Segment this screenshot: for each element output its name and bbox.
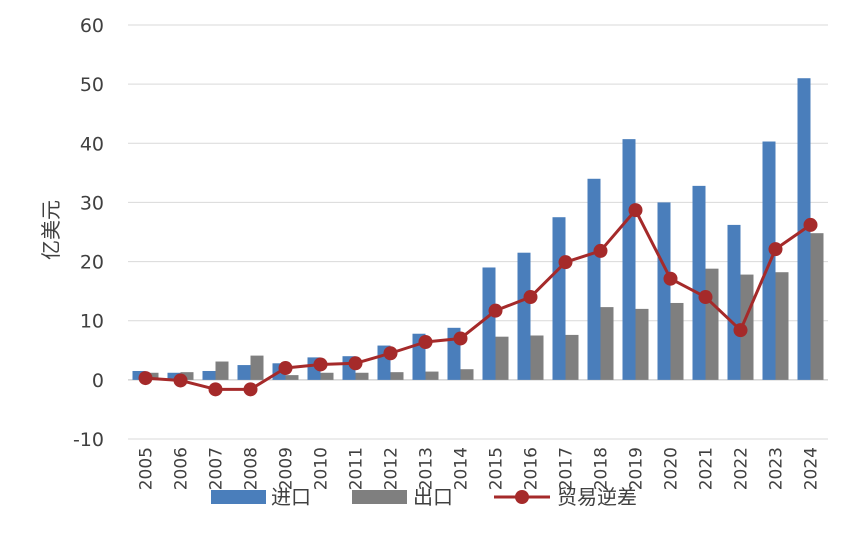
import-bar-2016: [517, 252, 531, 380]
y-tick-label: 10: [80, 311, 104, 333]
deficit-point-2015: [488, 303, 503, 318]
export-bar-2009: [285, 375, 299, 380]
x-tick-label: 2014: [452, 447, 472, 490]
legend-swatch-0: [211, 490, 266, 504]
x-tick-label: 2021: [697, 447, 717, 490]
x-tick-label: 2020: [662, 447, 682, 490]
deficit-point-2024: [803, 217, 818, 232]
import-bar-2020: [657, 202, 671, 380]
grid: [128, 24, 828, 440]
import-bar-2007: [202, 370, 216, 380]
import-bar-2017: [552, 217, 566, 380]
deficit-point-2021: [698, 290, 713, 305]
x-tick-label: 2018: [592, 447, 612, 490]
x-tick-label: 2019: [627, 447, 647, 490]
x-tick-label: 2016: [522, 447, 542, 490]
deficit-point-2017: [558, 255, 573, 270]
deficit-point-2022: [733, 323, 748, 338]
export-bar-2010: [320, 372, 334, 380]
deficit-point-2012: [383, 346, 398, 361]
x-tick-label: 2024: [802, 447, 822, 490]
export-bar-2023: [775, 272, 789, 380]
deficit-line: [138, 203, 818, 397]
x-tick-label: 2022: [732, 447, 752, 490]
y-axis-ticks: 60 50 40 30 20 10 0 -10: [73, 15, 104, 451]
deficit-point-2020: [663, 271, 678, 286]
y-tick-label: -10: [73, 429, 104, 451]
export-bar-2017: [565, 334, 579, 380]
export-bar-2007: [215, 361, 229, 380]
y-tick-label: 60: [80, 15, 104, 37]
export-bar-2018: [600, 307, 614, 380]
x-tick-label: 2013: [417, 447, 437, 490]
legend-label-1: 出口: [413, 485, 453, 509]
export-bar-2015: [495, 336, 509, 380]
legend-marker: [515, 490, 529, 504]
x-tick-label: 2017: [557, 447, 577, 490]
y-tick-label: 50: [80, 74, 104, 96]
export-bar-2019: [635, 308, 649, 380]
export-bar-2020: [670, 302, 684, 380]
y-tick-label: 20: [80, 252, 104, 274]
deficit-point-2018: [593, 243, 608, 258]
export-bar-2024: [810, 233, 824, 380]
deficit-point-2006: [173, 373, 188, 388]
export-bar-2006: [180, 372, 194, 380]
deficit-point-2009: [278, 361, 293, 376]
import-bar-2019: [622, 139, 636, 380]
x-tick-label: 2007: [207, 447, 227, 490]
import-bar-2018: [587, 178, 601, 380]
export-bar-2011: [355, 372, 369, 380]
legend-label-2: 贸易逆差: [557, 485, 637, 509]
x-tick-label: 2006: [172, 447, 192, 490]
import-bar-2008: [237, 365, 251, 380]
x-tick-label: 2005: [137, 447, 157, 490]
deficit-point-2008: [243, 382, 258, 397]
deficit-point-2013: [418, 335, 433, 350]
x-tick-label: 2015: [487, 447, 507, 490]
export-bar-2022: [740, 274, 754, 380]
deficit-point-2016: [523, 290, 538, 305]
legend-swatch-1: [352, 490, 407, 504]
x-tick-label: 2023: [767, 447, 787, 490]
legend: 进口 出口 贸易逆差: [211, 485, 637, 509]
x-tick-label: 2011: [347, 447, 367, 490]
export-bar-2021: [705, 268, 719, 380]
x-tick-label: 2009: [277, 447, 297, 490]
deficit-point-2005: [138, 371, 153, 386]
x-tick-label: 2010: [312, 447, 332, 490]
y-tick-label: 0: [92, 370, 104, 392]
import-bar-2015: [482, 267, 496, 380]
import-bar-2021: [692, 185, 706, 380]
deficit-point-2019: [628, 203, 643, 218]
export-bar-2013: [425, 371, 439, 380]
import-bar-2022: [727, 224, 741, 380]
bars: [132, 78, 824, 380]
y-tick-label: 30: [80, 192, 104, 214]
export-bar-2014: [460, 369, 474, 380]
export-bar-2012: [390, 372, 404, 380]
deficit-point-2011: [348, 356, 363, 371]
x-axis-ticks: 2005 2006 2007 2008 2009 2010 2011 2012 2013 2014…: [137, 447, 822, 490]
deficit-point-2010: [313, 357, 328, 372]
deficit-point-2023: [768, 242, 783, 257]
export-bar-2008: [250, 355, 264, 380]
deficit-point-2007: [208, 382, 223, 397]
x-tick-label: 2008: [242, 447, 262, 490]
import-bar-2005: [132, 370, 146, 380]
import-bar-2006: [167, 372, 181, 380]
y-tick-label: 40: [80, 133, 104, 155]
legend-label-0: 进口: [271, 485, 311, 509]
x-tick-label: 2012: [382, 447, 402, 490]
export-bar-2016: [530, 335, 544, 380]
deficit-point-2014: [453, 331, 468, 346]
y-axis-label: 亿美元: [39, 200, 63, 260]
